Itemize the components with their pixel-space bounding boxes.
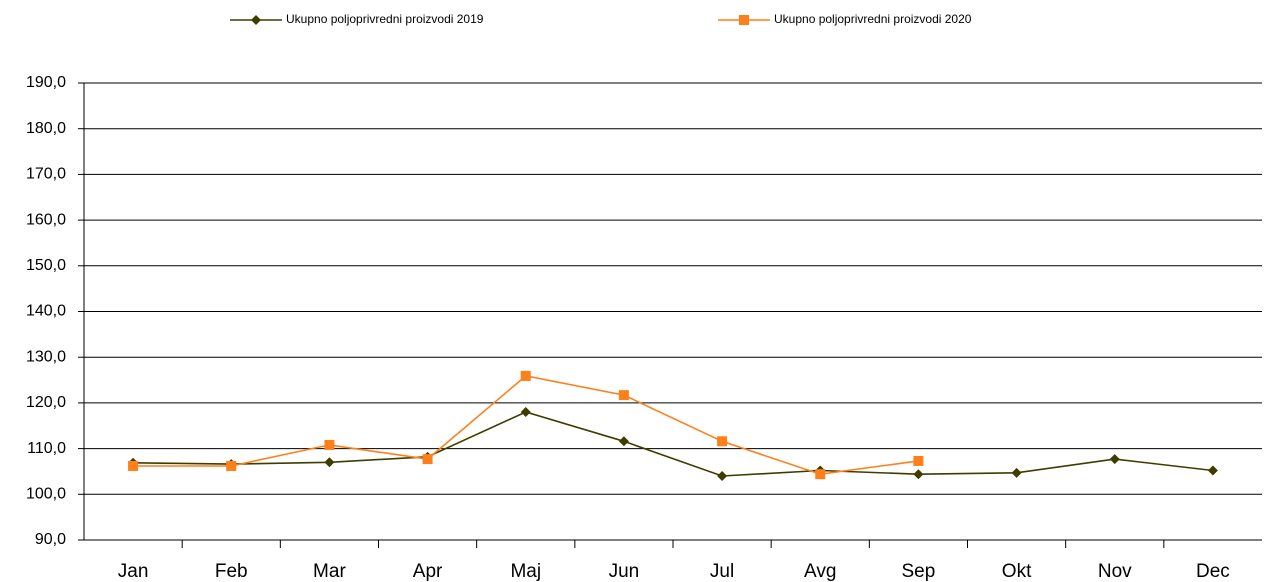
y-tick-label: 130,0 bbox=[26, 348, 66, 365]
x-tick-label: Okt bbox=[1002, 561, 1032, 582]
y-tick-label: 120,0 bbox=[26, 394, 66, 411]
marker bbox=[520, 407, 531, 418]
marker bbox=[128, 460, 139, 471]
x-tick-label: Feb bbox=[215, 561, 248, 582]
legend-label: Ukupno poljoprivredni proizvodi 2019 bbox=[286, 12, 484, 26]
y-tick-label: 140,0 bbox=[26, 303, 66, 320]
x-tick-label: Nov bbox=[1098, 561, 1132, 582]
marker bbox=[251, 15, 261, 25]
series-line bbox=[133, 411, 1213, 477]
x-tick-label: Sep bbox=[902, 561, 936, 582]
y-tick-label: 100,0 bbox=[26, 486, 66, 503]
marker bbox=[226, 460, 237, 471]
marker bbox=[913, 455, 924, 466]
marker bbox=[717, 471, 728, 482]
marker bbox=[422, 454, 433, 465]
marker bbox=[618, 436, 629, 447]
x-tick-label: Jan bbox=[118, 561, 149, 582]
x-tick-label: Dec bbox=[1196, 561, 1230, 582]
y-tick-label: 110,0 bbox=[27, 440, 66, 457]
y-tick-label: 180,0 bbox=[26, 120, 66, 137]
marker bbox=[739, 15, 749, 25]
marker bbox=[520, 370, 531, 381]
x-tick-label: Maj bbox=[510, 561, 541, 582]
y-tick-label: 150,0 bbox=[26, 257, 66, 274]
y-tick-label: 190,0 bbox=[26, 74, 66, 91]
x-tick-label: Jul bbox=[710, 561, 734, 582]
marker bbox=[618, 390, 629, 401]
marker bbox=[913, 469, 924, 480]
series-line bbox=[133, 375, 919, 476]
marker bbox=[1011, 467, 1022, 478]
x-tick-label: Mar bbox=[313, 561, 346, 582]
x-tick-label: Apr bbox=[413, 561, 443, 582]
x-tick-label: Jun bbox=[609, 561, 640, 582]
y-tick-label: 170,0 bbox=[26, 166, 66, 183]
x-tick-label: Avg bbox=[804, 561, 836, 582]
marker bbox=[815, 469, 826, 480]
marker bbox=[717, 436, 728, 447]
y-tick-label: 90,0 bbox=[35, 531, 66, 548]
marker bbox=[1109, 454, 1120, 465]
legend-label: Ukupno poljoprivredni proizvodi 2020 bbox=[774, 12, 972, 26]
marker bbox=[324, 439, 335, 450]
y-tick-label: 160,0 bbox=[26, 211, 66, 228]
marker bbox=[1207, 465, 1218, 476]
marker bbox=[324, 457, 335, 468]
